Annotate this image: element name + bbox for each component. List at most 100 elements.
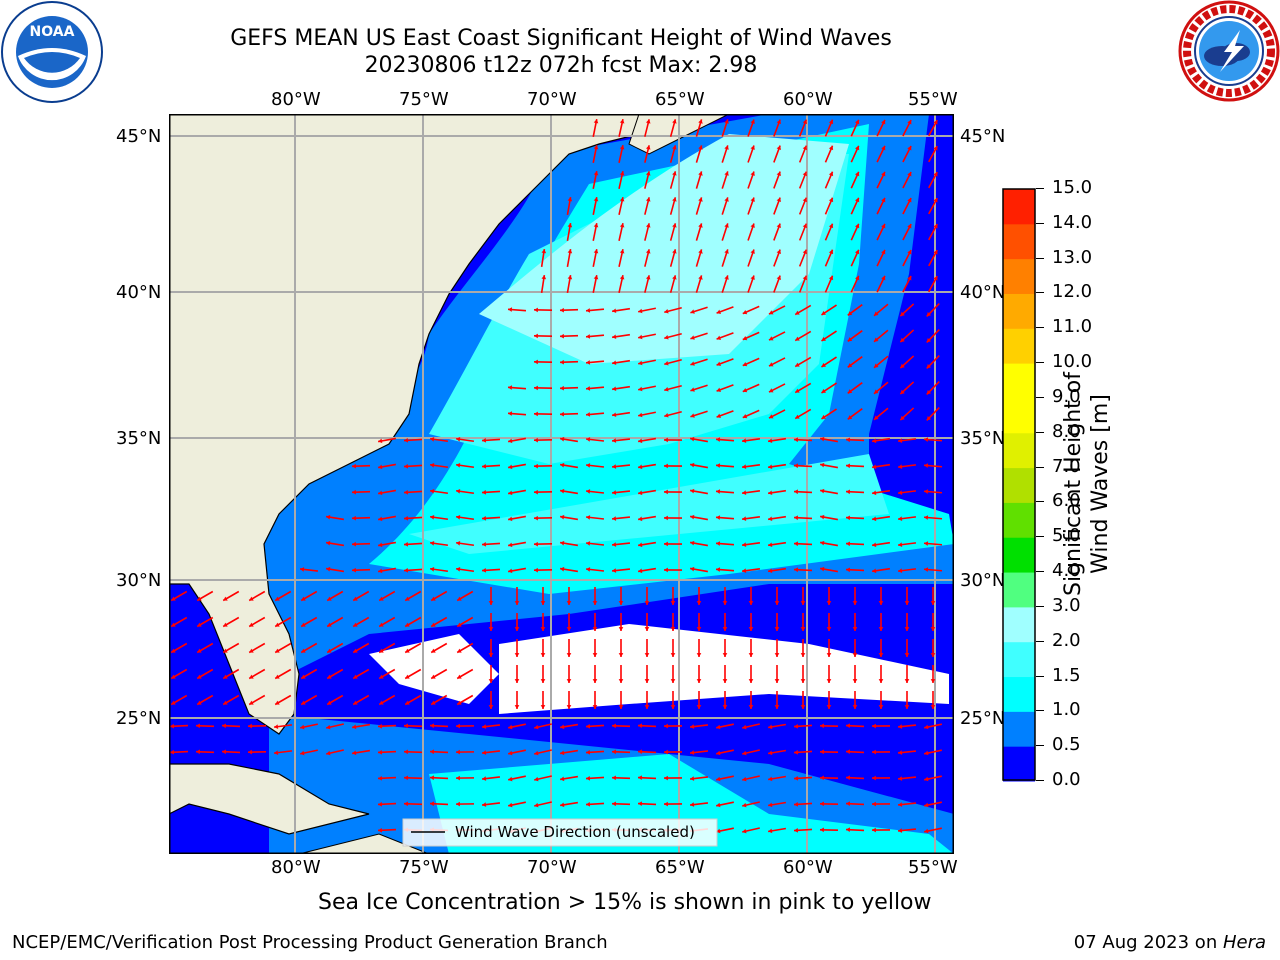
wind-wave-arrowhead — [878, 653, 884, 657]
wind-wave-arrowhead — [378, 775, 382, 781]
wind-wave-arrowhead — [586, 541, 591, 546]
wind-wave-arrowhead — [904, 679, 910, 683]
wind-wave-arrowhead — [800, 601, 806, 605]
wind-wave-arrowhead — [514, 705, 520, 709]
wind-wave-arrowhead — [716, 515, 721, 520]
wind-wave-arrowhead — [249, 648, 254, 653]
wind-wave-arrowhead — [638, 308, 643, 314]
map-legend: Wind Wave Direction (unscaled) — [402, 818, 718, 847]
wind-wave-arrowhead — [664, 515, 668, 521]
wind-wave-arrowhead — [586, 334, 591, 339]
wind-wave-arrowhead — [327, 674, 332, 679]
colorbar-tick — [1036, 745, 1044, 747]
wind-wave-arrowhead — [821, 310, 826, 315]
wind-wave-arrowhead — [795, 414, 800, 419]
wind-wave-arrowhead — [430, 749, 434, 755]
wind-wave-arrowhead — [586, 775, 590, 781]
wind-wave-arrowhead — [716, 724, 721, 730]
wind-wave-arrowhead — [638, 801, 642, 807]
wind-wave-arrowhead — [742, 335, 748, 341]
wind-wave-arrowhead — [508, 385, 513, 390]
wind-wave-arrowhead — [748, 601, 754, 605]
wind-wave-arrowhead — [326, 566, 331, 572]
wind-wave-arrowhead — [352, 724, 357, 730]
wind-wave-arrowhead — [846, 567, 850, 573]
lon-label-bottom: 70°W — [527, 857, 577, 878]
wind-wave-arrowhead — [566, 653, 572, 657]
wind-wave-arrowhead — [872, 775, 876, 781]
wind-wave-arrowhead — [852, 653, 858, 657]
wind-wave-arrowhead — [855, 249, 860, 255]
wind-wave-arrowhead — [534, 385, 538, 391]
wind-wave-arrowhead — [352, 515, 356, 521]
wind-wave-arrowhead — [924, 489, 929, 494]
wind-wave-arrowhead — [794, 437, 798, 443]
wind-wave-arrowhead — [560, 359, 564, 365]
wind-wave-arrowhead — [508, 542, 513, 548]
lon-label-bottom: 80°W — [271, 857, 321, 878]
wind-wave-arrowhead — [898, 542, 903, 547]
wind-wave-arrowhead — [379, 700, 384, 705]
wind-wave-arrowhead — [456, 749, 460, 755]
wind-wave-arrowhead — [768, 516, 773, 522]
wind-wave-arrowhead — [672, 171, 677, 176]
wind-wave-arrowhead — [353, 648, 358, 653]
lon-label-bottom: 65°W — [655, 857, 705, 878]
colorbar-tick — [1036, 780, 1044, 781]
wind-wave-arrowhead — [900, 337, 905, 343]
wind-wave-arrowhead — [430, 723, 434, 729]
wind-wave-arrowhead — [828, 223, 834, 229]
wind-wave-arrowhead — [508, 307, 513, 312]
wind-wave-arrowhead — [612, 412, 617, 418]
wind-wave-arrowhead — [898, 464, 903, 469]
wind-wave-arrowhead — [724, 275, 729, 280]
wind-wave-arrowhead — [872, 749, 876, 755]
colorbar-tick-label: 6.0 — [1052, 490, 1081, 512]
wind-wave-arrowhead — [828, 197, 834, 203]
colorbar-block — [1003, 397, 1035, 434]
wind-wave-arrowhead — [488, 705, 494, 709]
wind-wave-arrowhead — [353, 622, 358, 627]
wind-wave-arrowhead — [586, 308, 591, 313]
lon-label-top: 75°W — [399, 89, 449, 110]
wind-wave-arrowhead — [716, 567, 721, 572]
wind-wave-arrowhead — [672, 249, 677, 254]
wind-wave-arrowhead — [560, 307, 564, 313]
colorbar-tick-label: 8.0 — [1052, 420, 1081, 442]
wind-wave-arrowhead — [826, 705, 832, 709]
wind-wave-arrowhead — [907, 145, 912, 151]
wind-wave-arrowhead — [352, 750, 357, 756]
wind-wave-arrowhead — [750, 197, 755, 202]
colorbar-tick — [1036, 675, 1044, 677]
wind-wave-arrowhead — [742, 438, 747, 443]
wind-wave-arrowhead — [379, 648, 384, 653]
wind-wave-arrowhead — [586, 437, 591, 442]
wind-wave-arrowhead — [900, 311, 905, 317]
wind-wave-arrowhead — [586, 489, 591, 494]
lon-label-top: 70°W — [527, 89, 577, 110]
colorbar-tick-label: 0.0 — [1052, 769, 1081, 790]
wind-wave-arrowhead — [171, 674, 176, 679]
wind-wave-arrowhead — [560, 411, 564, 417]
wind-wave-arrowhead — [742, 387, 748, 393]
wind-wave-arrowhead — [795, 362, 800, 367]
wind-wave-arrowhead — [431, 622, 436, 627]
wind-wave-arrowhead — [874, 389, 879, 394]
wind-wave-arrowhead — [222, 723, 226, 729]
wind-wave-arrowhead — [821, 336, 826, 341]
wind-wave-arrowhead — [776, 275, 781, 280]
wind-wave-arrowhead — [197, 648, 202, 653]
wind-wave-arrowhead — [664, 749, 668, 755]
wind-wave-arrowhead — [275, 648, 280, 653]
lat-label-right: 40°N — [960, 282, 1006, 303]
wind-wave-arrowhead — [638, 723, 642, 729]
wind-wave-arrowhead — [644, 627, 650, 631]
colorbar-block — [1003, 502, 1035, 538]
wind-wave-arrowhead — [926, 312, 932, 317]
wind-wave-arrowhead — [847, 389, 853, 394]
wind-wave-arrowhead — [638, 749, 642, 755]
wind-wave-arrowhead — [534, 411, 538, 417]
colorbar-block — [1003, 641, 1035, 678]
wind-wave-arrowhead — [768, 336, 774, 341]
wind-wave-arrowhead — [672, 223, 677, 228]
